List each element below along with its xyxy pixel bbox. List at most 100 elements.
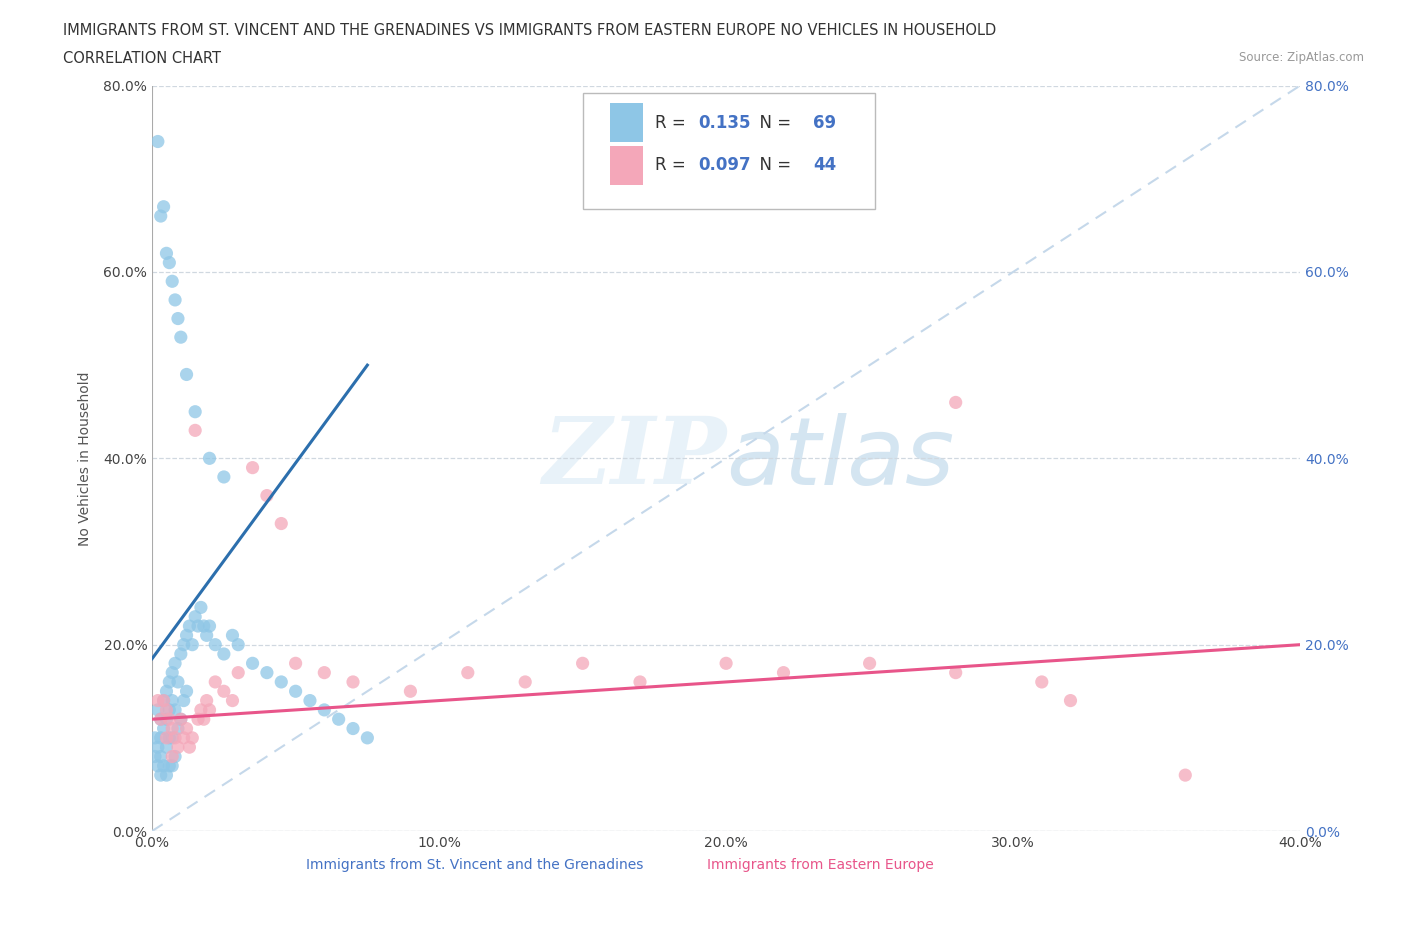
Point <box>221 628 243 643</box>
Point <box>184 609 207 624</box>
Point <box>176 721 198 736</box>
Point <box>242 460 264 475</box>
Point <box>1174 767 1197 782</box>
Point <box>204 674 226 689</box>
Point <box>212 684 235 698</box>
Point <box>571 656 593 671</box>
Point <box>945 395 967 410</box>
Point <box>157 711 180 726</box>
Point <box>149 767 172 782</box>
Point <box>170 330 193 345</box>
Point <box>772 665 794 680</box>
Point <box>198 451 221 466</box>
Point <box>173 637 195 652</box>
Point <box>160 665 183 680</box>
Point <box>152 721 174 736</box>
Point <box>160 749 183 764</box>
FancyBboxPatch shape <box>610 103 644 142</box>
Point <box>212 646 235 661</box>
Point <box>284 684 307 698</box>
Point <box>342 721 364 736</box>
Point <box>167 721 190 736</box>
Point <box>167 739 190 754</box>
Point <box>149 730 172 745</box>
Text: Source: ZipAtlas.com: Source: ZipAtlas.com <box>1239 51 1364 64</box>
Point <box>858 656 880 671</box>
Point <box>149 208 172 223</box>
Point <box>176 367 198 382</box>
Point <box>298 693 321 708</box>
Point <box>155 767 177 782</box>
Point <box>226 637 249 652</box>
Point <box>187 711 209 726</box>
Point <box>198 618 221 633</box>
Point <box>152 758 174 773</box>
Point <box>193 618 215 633</box>
Point <box>314 665 336 680</box>
Point <box>143 749 166 764</box>
Point <box>160 730 183 745</box>
Point <box>204 637 226 652</box>
Text: 44: 44 <box>813 156 837 174</box>
Point <box>152 693 174 708</box>
Point <box>160 758 183 773</box>
Point <box>342 674 364 689</box>
Point <box>515 674 537 689</box>
FancyBboxPatch shape <box>582 93 876 208</box>
Point <box>170 711 193 726</box>
Point <box>155 702 177 717</box>
Point <box>356 730 378 745</box>
Point <box>184 423 207 438</box>
Text: IMMIGRANTS FROM ST. VINCENT AND THE GRENADINES VS IMMIGRANTS FROM EASTERN EUROPE: IMMIGRANTS FROM ST. VINCENT AND THE GREN… <box>63 23 997 38</box>
Point <box>155 739 177 754</box>
Text: N =: N = <box>749 113 796 132</box>
Point <box>190 600 212 615</box>
Point <box>170 711 193 726</box>
Point <box>155 246 177 260</box>
Point <box>256 665 278 680</box>
Point <box>270 674 292 689</box>
Point <box>457 665 479 680</box>
Point <box>146 758 169 773</box>
Point <box>173 693 195 708</box>
Point <box>184 405 207 419</box>
Point <box>179 618 201 633</box>
Point <box>328 711 350 726</box>
Point <box>160 721 183 736</box>
Point <box>181 637 204 652</box>
Point <box>155 711 177 726</box>
Text: 0.097: 0.097 <box>699 156 751 174</box>
Point <box>226 665 249 680</box>
Point <box>195 628 218 643</box>
Text: atlas: atlas <box>725 413 955 504</box>
Point <box>176 684 198 698</box>
Point <box>160 693 183 708</box>
Point <box>157 758 180 773</box>
Point <box>242 656 264 671</box>
Point <box>157 674 180 689</box>
Point <box>165 702 187 717</box>
FancyBboxPatch shape <box>610 146 644 184</box>
Text: R =: R = <box>655 156 690 174</box>
Point <box>165 730 187 745</box>
Point <box>945 665 967 680</box>
Point <box>190 702 212 717</box>
Point <box>187 618 209 633</box>
Point <box>1059 693 1081 708</box>
Point <box>149 711 172 726</box>
Point <box>221 693 243 708</box>
Point <box>212 470 235 485</box>
Point <box>152 693 174 708</box>
Point <box>165 292 187 307</box>
Point <box>198 702 221 717</box>
Point <box>399 684 422 698</box>
Text: 69: 69 <box>813 113 837 132</box>
Point <box>167 312 190 326</box>
Point <box>1031 674 1053 689</box>
Point <box>165 749 187 764</box>
Point <box>155 730 177 745</box>
Point <box>270 516 292 531</box>
Point <box>714 656 737 671</box>
Point <box>179 739 201 754</box>
Point <box>149 711 172 726</box>
